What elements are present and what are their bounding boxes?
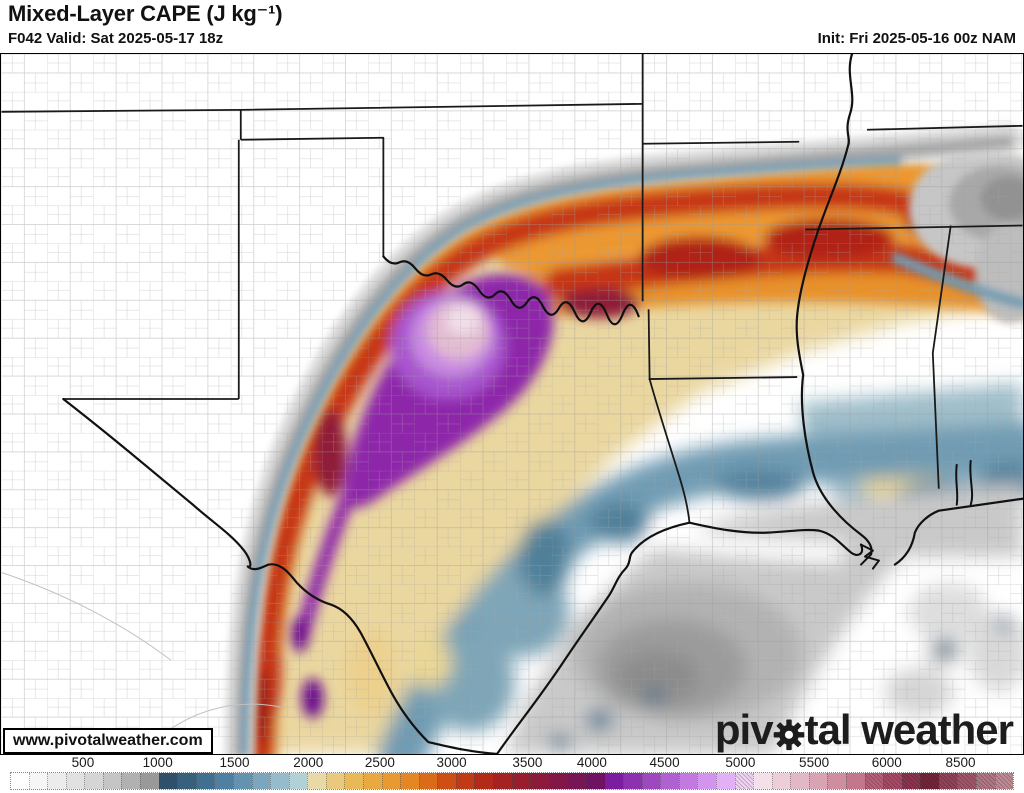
rivers-and-coastline (62, 54, 1023, 754)
colorbar-segment (47, 773, 66, 789)
colorbar-segment (753, 773, 772, 789)
colorbar-tick: 5500 (799, 755, 830, 770)
colorbar-segment (381, 773, 401, 789)
valid-time-label: F042 Valid: Sat 2025-05-17 18z (8, 30, 224, 47)
colorbar-segment (270, 773, 289, 789)
colorbar-segment (567, 773, 586, 789)
colorbar-segment (28, 773, 48, 789)
colorbar-tick: 8500 (945, 755, 976, 770)
colorbar-segment (362, 773, 382, 789)
colorbar-tick: 5000 (725, 755, 756, 770)
colorbar-segment (102, 773, 122, 789)
colorbar-segment (158, 773, 178, 789)
colorbar-tick: 6000 (871, 755, 902, 770)
colorbar-segment (530, 773, 549, 789)
colorbar-segment (140, 773, 159, 789)
colorbar-segment (883, 773, 902, 789)
colorbar-tick-labels: 500 1000 1500 2000 2500 3000 3500 4000 4500 5000 5… (0, 755, 1024, 770)
colorbar-tick: 500 (71, 755, 95, 770)
colorbar-segment (177, 773, 196, 789)
map-area: www.pivotalweather.com piv tal weather (0, 53, 1024, 755)
colorbar-segment (790, 773, 809, 789)
init-time-label: Init: Fri 2025-05-16 00z NAM (817, 30, 1016, 47)
colorbar-segment (84, 773, 103, 789)
county-grid (1, 54, 1023, 754)
colorbar-segment (232, 773, 252, 789)
watermark-url: www.pivotalweather.com (3, 728, 213, 754)
colorbar-segment (455, 773, 475, 789)
colorbar-segment (827, 773, 847, 789)
colorbar-segment (846, 773, 865, 789)
colorbar-segment (11, 773, 29, 789)
colorbar-segment (920, 773, 939, 789)
colorbar-segment (288, 773, 308, 789)
colorbar-segment (864, 773, 884, 789)
state-borders (1, 54, 1023, 523)
brand-logo: piv tal weather (714, 706, 1014, 753)
colorbar-segment (678, 773, 698, 789)
colorbar-segment (697, 773, 716, 789)
colorbar-segment (957, 773, 977, 789)
colorbar-segment (195, 773, 215, 789)
colorbar-segment (976, 773, 995, 789)
brand-logo-pre: piv (714, 706, 774, 753)
colorbar-segment (251, 773, 271, 789)
colorbar-segment (641, 773, 661, 789)
colorbar-segment (604, 773, 624, 789)
colorbar-segment (938, 773, 958, 789)
colorbar-tick: 3000 (436, 755, 467, 770)
colorbar-segment (734, 773, 754, 789)
colorbar-segment (715, 773, 735, 789)
colorbar-segment (623, 773, 642, 789)
colorbar-segment (548, 773, 568, 789)
brand-logo-post: tal weather (804, 706, 1014, 753)
colorbar-segment (344, 773, 363, 789)
colorbar-segment (808, 773, 828, 789)
colorbar-segment (901, 773, 921, 789)
colorbar-segment (771, 773, 791, 789)
colorbar-swatches (10, 772, 1014, 790)
colorbar-segment (121, 773, 141, 789)
colorbar-segment (660, 773, 679, 789)
colorbar-tick: 1500 (219, 755, 250, 770)
colorbar-segment (474, 773, 494, 789)
colorbar-segment (418, 773, 438, 789)
colorbar-segment (585, 773, 605, 789)
colorbar-segment (437, 773, 456, 789)
colorbar-segment (400, 773, 419, 789)
colorbar-segment (511, 773, 531, 789)
colorbar-segment (994, 773, 1014, 789)
colorbar-tick: 4500 (649, 755, 680, 770)
colorbar-tick: 2500 (364, 755, 395, 770)
colorbar-segment (65, 773, 85, 789)
gear-icon (771, 715, 807, 751)
colorbar-tick: 3500 (512, 755, 543, 770)
colorbar-tick: 4000 (576, 755, 607, 770)
colorbar-tick: 1000 (142, 755, 173, 770)
colorbar-segment (325, 773, 345, 789)
page-title: Mixed-Layer CAPE (J kg⁻¹) (8, 1, 283, 26)
weather-map (1, 54, 1023, 754)
colorbar-segment (214, 773, 233, 789)
header: Mixed-Layer CAPE (J kg⁻¹) F042 Valid: Sa… (0, 0, 1024, 53)
colorbar-segment (493, 773, 512, 789)
colorbar-segment (307, 773, 326, 789)
colorbar-tick: 2000 (293, 755, 324, 770)
colorbar: 500 1000 1500 2000 2500 3000 3500 4000 4500 5000 5… (0, 755, 1024, 793)
